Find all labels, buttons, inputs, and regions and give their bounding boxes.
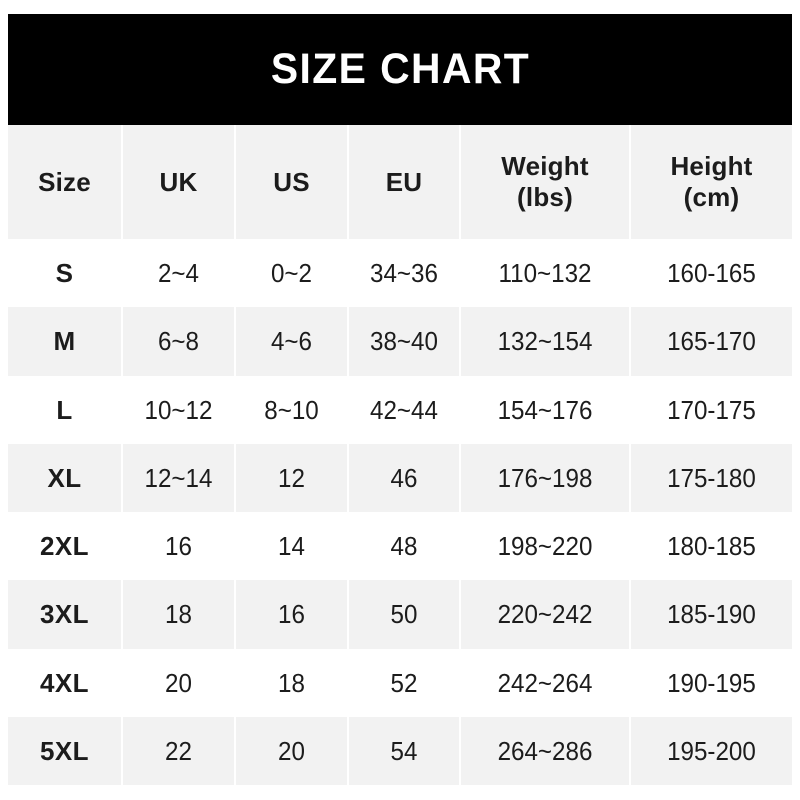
table-row: XL 12~14 12 46 176~198 175-180 — [8, 443, 792, 512]
cell-weight: 176~198 — [465, 443, 625, 512]
cell-uk: 12~14 — [125, 443, 232, 512]
cell-size: M — [8, 307, 123, 376]
column-header-weight-unit: (lbs) — [517, 182, 573, 212]
table-row: 2XL 16 14 48 198~220 180-185 — [8, 512, 792, 581]
cell-uk: 20 — [125, 648, 232, 717]
cell-height: 185-190 — [667, 599, 756, 630]
cell-weight: 154~176 — [465, 375, 625, 444]
title-banner: SIZE CHART — [8, 14, 792, 125]
cell-weight: 242~264 — [465, 648, 625, 717]
cell-height: 165-170 — [667, 326, 756, 357]
cell-us: 4~6 — [238, 307, 345, 376]
cell-size: 5XL — [8, 716, 123, 785]
table-row: 5XL 22 20 54 264~286 195-200 — [8, 716, 792, 785]
cell-height: 195-200 — [667, 735, 756, 766]
cell-weight: 264~286 — [465, 716, 625, 785]
cell-weight: 198~220 — [465, 512, 625, 581]
cell-height: 170-175 — [667, 394, 756, 425]
page-title: SIZE CHART — [270, 45, 530, 93]
cell-height: 190-195 — [667, 667, 756, 698]
cell-weight: 132~154 — [465, 307, 625, 376]
cell-uk: 18 — [125, 580, 232, 649]
column-header-us: US — [235, 125, 349, 239]
cell-us: 16 — [238, 580, 345, 649]
cell-uk: 16 — [125, 512, 232, 581]
cell-eu: 48 — [351, 512, 458, 581]
cell-eu: 54 — [351, 716, 458, 785]
table-row: 4XL 20 18 52 242~264 190-195 — [8, 648, 792, 717]
column-header-us-label: US — [273, 166, 310, 197]
column-header-eu-label: EU — [385, 166, 423, 197]
column-header-uk: UK — [122, 125, 236, 239]
column-header-eu: EU — [348, 125, 461, 239]
table-row: S 2~4 0~2 34~36 110~132 160-165 — [8, 239, 792, 308]
cell-eu: 46 — [351, 443, 458, 512]
column-header-height: Height (cm) — [630, 125, 792, 239]
cell-size: S — [8, 239, 123, 308]
cell-weight: 220~242 — [465, 580, 625, 649]
cell-us: 0~2 — [238, 239, 345, 308]
cell-size: 3XL — [8, 580, 123, 649]
table-row: 3XL 18 16 50 220~242 185-190 — [8, 580, 792, 649]
table-header-row: Size UK US EU Weight (lbs) Height (cm) — [8, 125, 792, 239]
cell-size: L — [8, 375, 123, 444]
cell-eu: 42~44 — [351, 375, 458, 444]
column-header-size-label: Size — [38, 166, 91, 197]
cell-uk: 2~4 — [125, 239, 232, 308]
table-body: S 2~4 0~2 34~36 110~132 160-165 M 6~8 4~… — [8, 239, 792, 785]
cell-eu: 50 — [351, 580, 458, 649]
cell-height: 175-180 — [667, 462, 756, 493]
column-header-uk-label: UK — [159, 166, 198, 197]
cell-eu: 52 — [351, 648, 458, 717]
cell-us: 18 — [238, 648, 345, 717]
cell-size: XL — [8, 443, 123, 512]
cell-weight: 110~132 — [465, 239, 625, 308]
cell-eu: 38~40 — [351, 307, 458, 376]
column-header-weight: Weight (lbs) — [460, 125, 631, 239]
table-row: L 10~12 8~10 42~44 154~176 170-175 — [8, 375, 792, 444]
cell-us: 12 — [238, 443, 345, 512]
cell-uk: 6~8 — [125, 307, 232, 376]
cell-uk: 22 — [125, 716, 232, 785]
cell-us: 20 — [238, 716, 345, 785]
cell-height: 180-185 — [667, 531, 756, 562]
cell-size: 4XL — [8, 648, 123, 717]
cell-us: 14 — [238, 512, 345, 581]
column-header-height-unit: (cm) — [683, 182, 740, 212]
cell-size: 2XL — [8, 512, 123, 581]
table-row: M 6~8 4~6 38~40 132~154 165-170 — [8, 307, 792, 376]
cell-uk: 10~12 — [125, 375, 232, 444]
cell-eu: 34~36 — [351, 239, 458, 308]
column-header-size: Size — [8, 125, 123, 239]
cell-us: 8~10 — [238, 375, 345, 444]
cell-height: 160-165 — [667, 258, 756, 289]
size-chart-table: Size UK US EU Weight (lbs) Height (cm) — [8, 125, 792, 785]
table-header: Size UK US EU Weight (lbs) Height (cm) — [8, 125, 792, 239]
column-header-weight-label: Weight — [501, 151, 589, 182]
column-header-height-label: Height — [670, 151, 753, 182]
